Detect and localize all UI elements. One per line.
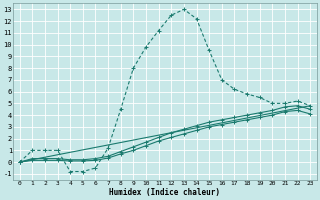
X-axis label: Humidex (Indice chaleur): Humidex (Indice chaleur) — [109, 188, 220, 197]
